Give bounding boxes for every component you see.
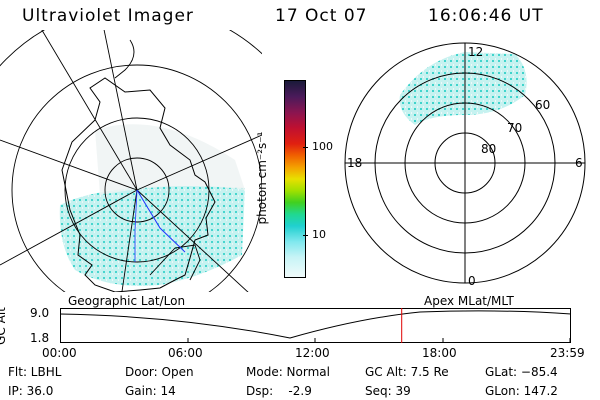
map-meridian — [136, 189, 249, 292]
gc-alt-status: GC Alt: 7.5 Re — [365, 365, 449, 379]
lat-label-70: 70 — [507, 121, 522, 135]
map-meridian — [0, 139, 138, 191]
colorbar-tick-10: 10 — [312, 228, 326, 241]
aurora-region-left — [59, 186, 245, 286]
x-tick-1800: 18:00 — [422, 346, 457, 360]
x-tick-1200: 12:00 — [295, 346, 330, 360]
mode-status: Mode: Normal — [246, 365, 330, 379]
gain-status: Gain: 14 — [125, 384, 176, 398]
mlt-label-12: 12 — [468, 45, 483, 59]
x-tick-0600: 06:00 — [168, 346, 203, 360]
mlt-label-18: 18 — [347, 156, 362, 170]
time-label: 16:06:46 UT — [428, 6, 544, 26]
map-meridian — [121, 189, 138, 292]
lat-label-60: 60 — [535, 98, 550, 112]
map-lat-circle — [11, 64, 262, 292]
door-status: Door: Open — [125, 365, 194, 379]
altitude-curve — [60, 310, 572, 339]
altitude-timeline — [60, 308, 572, 343]
dsp-status: Dsp: -2.9 — [246, 384, 312, 398]
aurora-region-right — [399, 52, 527, 125]
glat-status: GLat: −85.4 — [485, 365, 558, 379]
color-scale-bar — [284, 80, 306, 278]
glon-status: GLon: 147.2 — [485, 384, 558, 398]
lat-label-80: 80 — [481, 142, 496, 156]
filter-status: Flt: LBHL — [8, 365, 62, 379]
map-meridian — [0, 189, 138, 266]
map-lat-circle — [104, 157, 170, 223]
map-meridian — [103, 30, 138, 191]
gc-alt-axis-label: GC Alt — [0, 307, 8, 345]
instrument-title: Ultraviolet Imager — [22, 6, 194, 26]
date-label: 17 Oct 07 — [275, 6, 368, 26]
x-tick-2359: 23:59 — [550, 346, 585, 360]
geographic-label: Geographic Lat/Lon — [68, 294, 186, 308]
colorbar-tick-100: 100 — [312, 140, 333, 153]
seq-status: Seq: 39 — [365, 384, 411, 398]
geographic-map — [0, 30, 262, 292]
ip-status: IP: 36.0 — [8, 384, 54, 398]
mlt-label-0: 0 — [468, 274, 476, 288]
apex-label: Apex MLat/MLT — [424, 294, 514, 308]
polar-plot: 12 18 6 0 60 70 80 — [344, 42, 586, 288]
satellite-track — [136, 189, 186, 253]
y-tick-high: 9.0 — [30, 306, 50, 320]
colorbar-unit-label: photon cm⁻²s⁻¹ — [255, 131, 269, 225]
map-meridian — [136, 134, 262, 191]
map-meridian — [41, 30, 138, 191]
x-tick-0000: 00:00 — [42, 346, 77, 360]
continent-outline — [61, 77, 216, 292]
y-tick-low: 1.8 — [30, 331, 50, 345]
mlt-label-6: 6 — [575, 156, 583, 170]
